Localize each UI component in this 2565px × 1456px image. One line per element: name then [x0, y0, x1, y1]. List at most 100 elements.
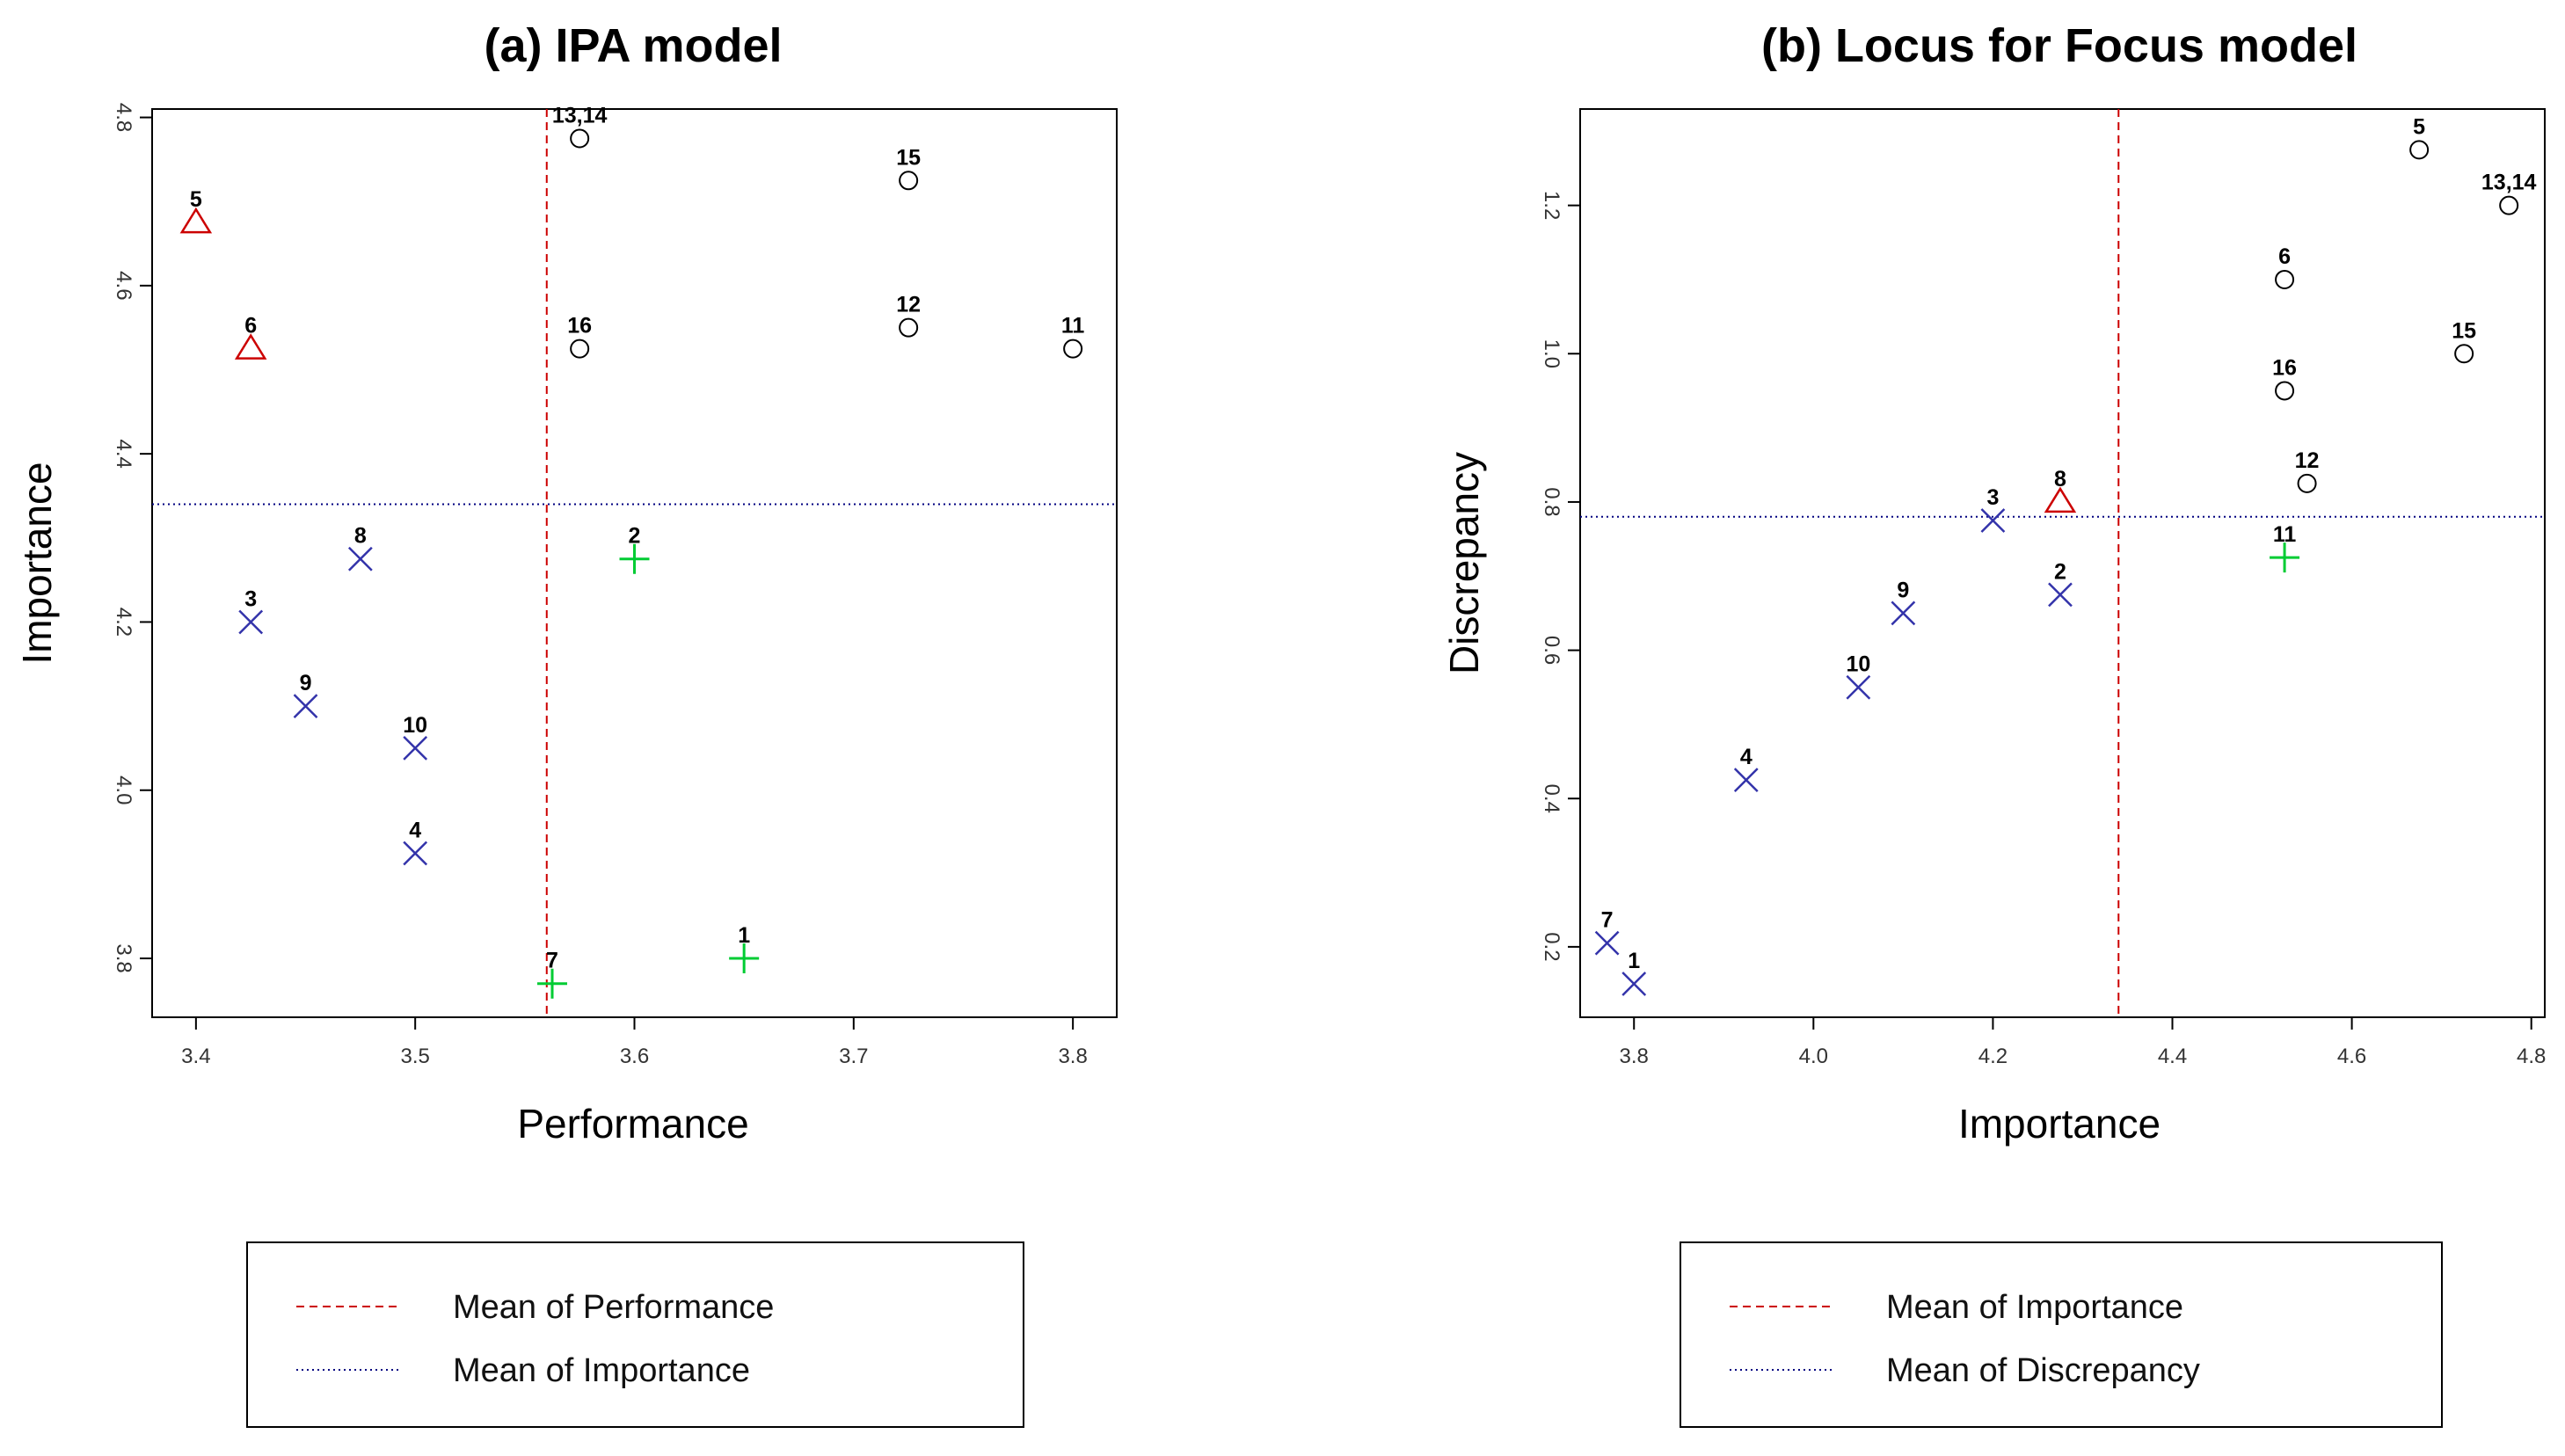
point-label: 9	[1897, 578, 1909, 602]
x-marker	[293, 694, 318, 718]
point-label: 7	[1601, 908, 1614, 933]
x-marker	[1980, 508, 2006, 533]
data-point: 4	[1733, 745, 1759, 793]
point-label: 16	[2272, 355, 2297, 380]
x-tick-label: 4.6	[2337, 1045, 2366, 1068]
y-tick-label: 0.8	[1540, 487, 1563, 516]
x-tick-label: 4.0	[1799, 1045, 1828, 1068]
point-label: 4	[1740, 745, 1753, 769]
point-label: 12	[2295, 448, 2320, 473]
x-marker	[1594, 930, 1620, 956]
point-label: 15	[2452, 318, 2476, 343]
point-label: 15	[896, 145, 921, 170]
data-point: 10	[403, 713, 427, 761]
legend-box	[246, 1241, 1024, 1428]
data-point: 11	[1061, 314, 1084, 359]
data-point: 7	[1594, 908, 1620, 956]
data-point: 4	[403, 818, 428, 866]
circle-marker	[570, 128, 590, 149]
data-point: 12	[2295, 448, 2320, 493]
circle-marker	[2499, 195, 2519, 215]
y-tick-label: 4.4	[112, 439, 135, 468]
data-point: 16	[2272, 355, 2297, 401]
data-point: 6	[234, 314, 267, 360]
legend-label: Mean of Importance	[1886, 1289, 2183, 1326]
ipa-panel: (a) IPA model 3.4 3.5 3.6 3.7 3.8 3.8 4.0 4.2 4.4…	[14, 19, 1118, 1428]
legend-label: Mean of Performance	[453, 1289, 774, 1326]
circle-marker	[1063, 339, 1083, 359]
x-marker	[238, 609, 264, 635]
x-tick-label: 3.4	[181, 1045, 210, 1068]
locus-panel: (b) Locus for Focus model 3.8 4.0 4.2 4.4 4.6…	[1441, 19, 2546, 1428]
triangle-marker	[179, 207, 213, 234]
x-marker	[1733, 768, 1759, 793]
x-marker	[347, 546, 373, 571]
circle-marker	[2275, 269, 2295, 289]
y-tick-label: 0.6	[1540, 636, 1563, 665]
data-point: 2	[2048, 559, 2073, 608]
point-label: 2	[629, 524, 641, 549]
x-tick-label: 3.7	[839, 1045, 868, 1068]
x-tick-label: 3.6	[620, 1045, 649, 1068]
y-tick-label: 1.2	[1540, 191, 1563, 220]
data-point: 11	[2270, 522, 2300, 573]
circle-marker	[2454, 344, 2474, 364]
legend-label: Mean of Importance	[453, 1352, 750, 1389]
x-tick-label: 3.8	[1058, 1045, 1087, 1068]
x-marker	[403, 841, 428, 866]
point-label: 16	[567, 314, 592, 339]
data-point: 9	[293, 671, 318, 718]
y-tick-label: 4.6	[112, 271, 135, 300]
data-point: 7	[537, 949, 568, 999]
y-tick-label: 0.4	[1540, 784, 1563, 813]
plus-marker	[537, 968, 568, 999]
point-label: 5	[2413, 114, 2425, 139]
x-marker	[1621, 972, 1647, 996]
x-marker	[2048, 582, 2073, 608]
x-marker	[1846, 674, 1871, 700]
circle-marker	[2409, 140, 2430, 160]
data-point: 12	[896, 293, 921, 338]
data-point: 10	[1846, 652, 1871, 700]
x-tick-label: 3.5	[400, 1045, 429, 1068]
data-point: 1	[1621, 949, 1647, 996]
legend: Mean of Importance Mean of Discrepancy	[1680, 1241, 2443, 1428]
point-label: 3	[1986, 485, 1999, 510]
legend: Mean of Performance Mean of Importance	[246, 1241, 1024, 1428]
point-label: 2	[2054, 559, 2066, 584]
circle-marker	[2275, 381, 2295, 401]
point-label: 7	[546, 949, 558, 973]
y-tick-label: 3.8	[112, 943, 135, 972]
point-label: 6	[244, 314, 257, 339]
data-point: 3	[238, 586, 264, 635]
point-label: 9	[300, 671, 312, 695]
triangle-marker	[234, 333, 267, 360]
y-tick-label: 0.2	[1540, 932, 1563, 961]
circle-marker	[899, 171, 919, 191]
plus-marker	[729, 943, 760, 974]
x-axis-title: Importance	[1958, 1101, 2161, 1147]
x-axis-title: Performance	[517, 1101, 748, 1147]
triangle-marker	[2044, 486, 2077, 513]
x-tick-label: 4.2	[1978, 1045, 2008, 1068]
chart-title: (b) Locus for Focus model	[1761, 19, 2357, 72]
y-tick-label: 1.0	[1540, 339, 1563, 368]
x-tick-label: 4.8	[2517, 1045, 2546, 1068]
data-point: 15	[2452, 318, 2476, 364]
point-label: 8	[354, 524, 367, 549]
point-label: 5	[190, 187, 202, 212]
x-tick-label: 3.8	[1620, 1045, 1649, 1068]
x-marker	[1891, 601, 1916, 626]
chart-title: (a) IPA model	[484, 19, 782, 72]
point-label: 12	[896, 293, 921, 317]
data-point: 13,14	[2481, 171, 2537, 215]
data-point: 15	[896, 145, 921, 191]
data-point: 13,14	[552, 103, 608, 149]
legend-box	[1680, 1241, 2443, 1428]
point-label: 10	[1846, 652, 1870, 677]
point-label: 11	[2273, 522, 2297, 547]
circle-marker	[899, 317, 919, 338]
point-label: 3	[244, 586, 257, 611]
point-label: 13,14	[552, 103, 608, 127]
